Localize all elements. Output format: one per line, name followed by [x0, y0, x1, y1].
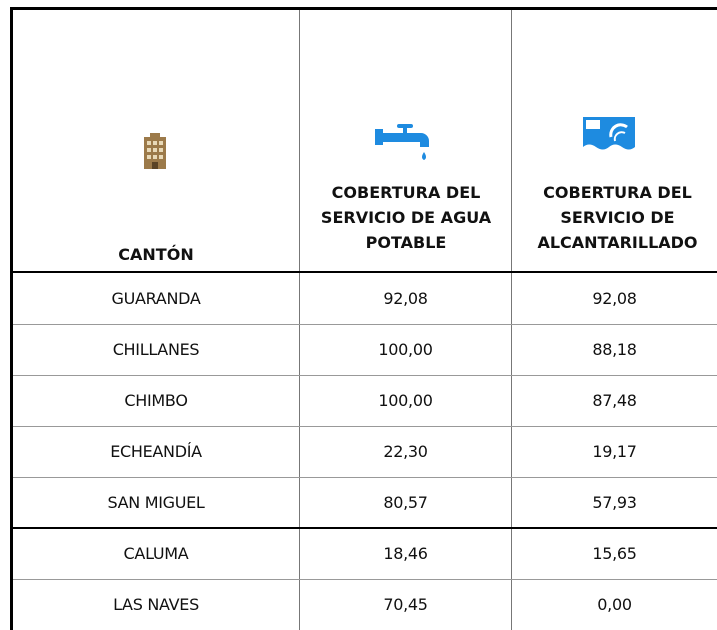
header-border [13, 271, 717, 273]
col-border [299, 10, 300, 630]
faucet-icon [375, 124, 429, 160]
left-border [10, 7, 13, 630]
value-cell: 70,45 [383, 595, 428, 614]
canton-cell: SAN MIGUEL [107, 493, 205, 512]
value-cell: 0,00 [597, 595, 632, 614]
value-cell: 15,65 [592, 544, 637, 563]
canton-cell: CHIMBO [124, 391, 188, 410]
value-cell: 80,57 [383, 493, 428, 512]
value-cell: 18,46 [383, 544, 428, 563]
value-cell: 88,18 [592, 340, 637, 359]
value-cell: 87,48 [592, 391, 637, 410]
canton-cell: CALUMA [123, 544, 189, 563]
canton-cell: LAS NAVES [113, 595, 199, 614]
row-border [13, 375, 717, 376]
header-canton: CANTÓN [118, 245, 194, 264]
top-border [10, 7, 717, 10]
value-cell: 22,30 [383, 442, 428, 461]
row-border [13, 527, 717, 529]
row-border [13, 477, 717, 478]
value-cell: 57,93 [592, 493, 637, 512]
value-cell: 92,08 [592, 289, 637, 308]
row-border [13, 324, 717, 325]
col-border [511, 10, 512, 630]
canton-cell: CHILLANES [112, 340, 200, 359]
canton-cell: GUARANDA [111, 289, 201, 308]
value-cell: 100,00 [378, 391, 433, 410]
canton-cell: ECHEANDÍA [110, 442, 202, 461]
value-cell: 100,00 [378, 340, 433, 359]
header-sewer: COBERTURA DEL SERVICIO DE ALCANTARILLADO [537, 183, 698, 252]
header-water: COBERTURA DEL SERVICIO DE AGUA POTABLE [320, 183, 492, 252]
sewer-icon [583, 117, 635, 157]
row-border [13, 579, 717, 580]
building-icon [144, 133, 166, 169]
value-cell: 19,17 [592, 442, 637, 461]
row-border [13, 426, 717, 427]
value-cell: 92,08 [383, 289, 428, 308]
